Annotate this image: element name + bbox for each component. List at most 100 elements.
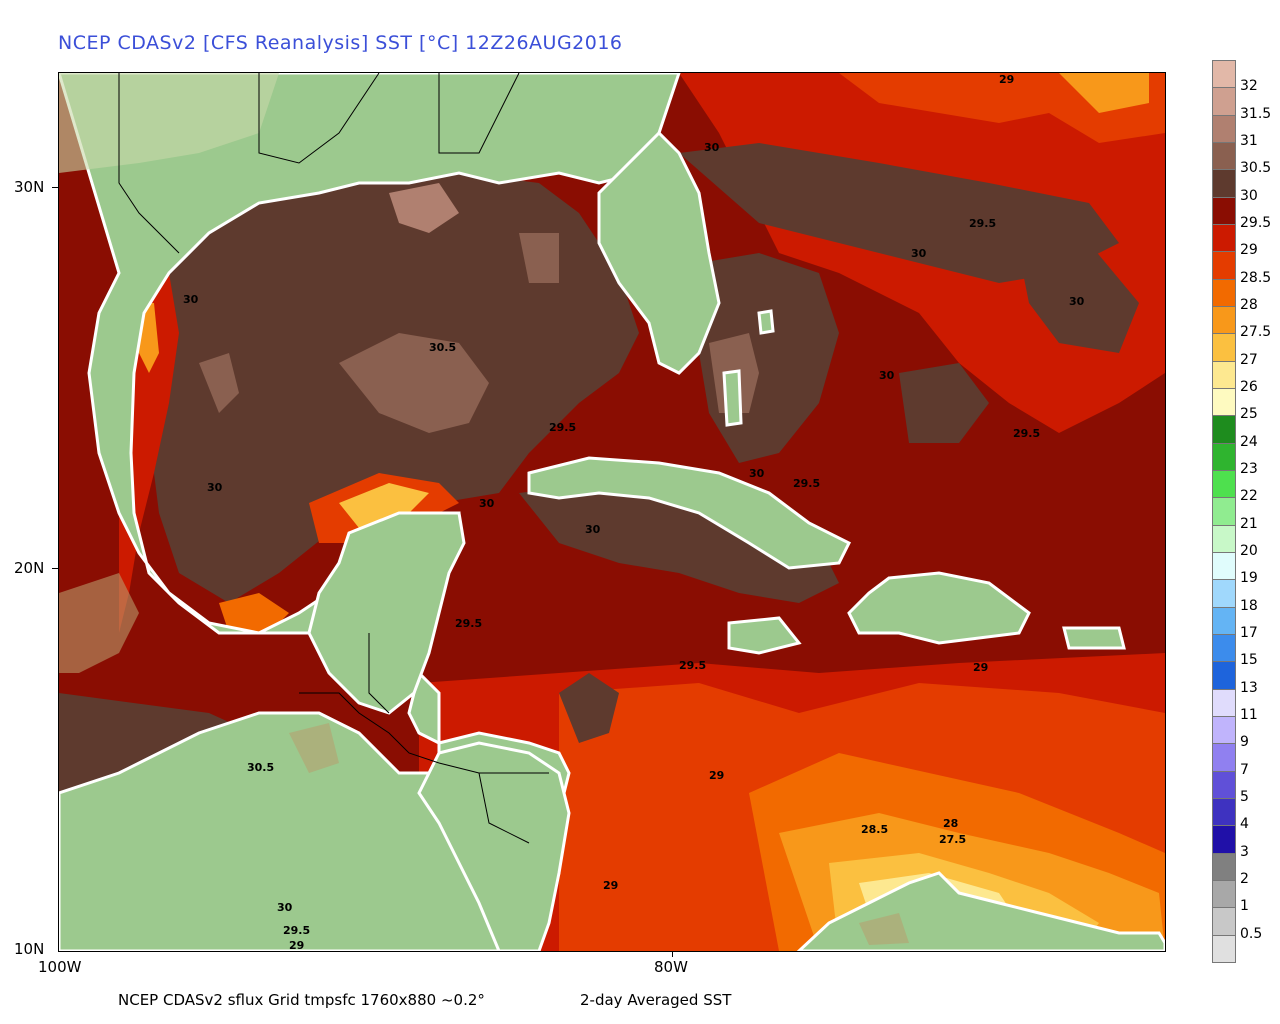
colorbar-label: 5 <box>1240 789 1249 805</box>
colorbar-label: 30 <box>1240 187 1258 204</box>
contour-label: 30 <box>277 901 293 914</box>
colorbar-swatch <box>1212 907 1236 936</box>
sst-band-30-atlantic-east <box>1019 243 1139 353</box>
x-axis-label-100w: 100W <box>38 958 82 976</box>
y-axis-label-10n: 10N <box>14 940 45 958</box>
sst-band-30-5-gulf-east <box>519 233 559 283</box>
sst-map-canvas: 29 30 29.5 30 30 30 30.5 30 29.5 29.5 30… <box>59 73 1165 951</box>
colorbar-swatch <box>1212 634 1236 663</box>
highlands-mexico <box>59 573 139 673</box>
colorbar <box>1212 60 1236 963</box>
contour-label: 29.5 <box>549 421 576 434</box>
colorbar-label: 19 <box>1240 570 1258 587</box>
colorbar-swatch <box>1212 224 1236 253</box>
colorbar-swatch <box>1212 716 1236 745</box>
contour-label: 30.5 <box>247 761 274 774</box>
colorbar-label: 27.5 <box>1240 324 1272 341</box>
land-cuba <box>527 456 852 570</box>
colorbar-swatch <box>1212 688 1236 717</box>
colorbar-label: 24 <box>1240 433 1258 450</box>
colorbar-label: 23 <box>1240 461 1258 477</box>
contour-label: 28.5 <box>861 823 888 836</box>
colorbar-label: 30.5 <box>1240 160 1272 177</box>
contour-label: 29.5 <box>283 924 310 937</box>
colorbar-swatch <box>1212 934 1236 963</box>
colorbar-label: 20 <box>1240 543 1258 559</box>
sst-band-30-caribbean-patch <box>559 673 619 743</box>
y-axis-label-30n: 30N <box>14 178 45 196</box>
colorbar-swatch <box>1212 388 1236 417</box>
colorbar-label: 18 <box>1240 597 1258 614</box>
highlands-guatemala <box>289 723 339 773</box>
colorbar-swatch <box>1212 360 1236 389</box>
colorbar-swatch <box>1212 579 1236 608</box>
colorbar-swatch <box>1212 743 1236 772</box>
contour-label: 28 <box>943 817 958 830</box>
sst-band-31-gulf-north <box>389 183 459 233</box>
colorbar-label: 15 <box>1240 652 1258 669</box>
colorbar-label: 21 <box>1240 515 1258 532</box>
sst-map: 29 30 29.5 30 30 30 30.5 30 29.5 29.5 30… <box>58 72 1166 952</box>
colorbar-label: 3 <box>1240 843 1249 860</box>
footer-note: 2-day Averaged SST <box>580 991 732 1009</box>
colorbar-label: 13 <box>1240 679 1258 696</box>
y-tick <box>52 187 58 188</box>
sst-band-30-5-gulf-west <box>199 353 239 413</box>
colorbar-label: 29 <box>1240 242 1258 259</box>
colorbar-label: 26 <box>1240 379 1258 395</box>
colorbar-label: 2 <box>1240 871 1249 887</box>
colorbar-swatch <box>1212 661 1236 690</box>
land-florida <box>597 130 721 375</box>
colorbar-swatch <box>1212 798 1236 827</box>
colorbar-swatch <box>1212 251 1236 280</box>
contour-label: 30.5 <box>429 341 456 354</box>
colorbar-label: 17 <box>1240 625 1258 641</box>
contour-labels: 29 30 29.5 30 30 30 30.5 30 29.5 29.5 30… <box>183 73 1085 951</box>
contour-label: 29.5 <box>455 617 482 630</box>
y-axis-label-20n: 20N <box>14 559 45 577</box>
contour-label: 29 <box>289 939 304 951</box>
colorbar-label: 0.5 <box>1240 925 1263 942</box>
colorbar-label: 7 <box>1240 761 1249 778</box>
land-central-america-south <box>417 741 571 951</box>
map-title: NCEP CDASv2 [CFS Reanalysis] SST [°C] 12… <box>58 32 623 54</box>
land-bahamas-2 <box>722 369 743 427</box>
colorbar-swatch <box>1212 142 1236 171</box>
colorbar-swatch <box>1212 196 1236 225</box>
political-borders <box>118 73 549 844</box>
colorbar-label: 31 <box>1240 133 1258 149</box>
contour-label: 29 <box>973 661 988 674</box>
colorbar-label: 27 <box>1240 351 1258 368</box>
colorbar-swatch <box>1212 606 1236 635</box>
colorbar-swatch <box>1212 880 1236 909</box>
contour-label: 30 <box>183 293 199 306</box>
colorbar-label: 28 <box>1240 297 1258 313</box>
colorbar-swatch <box>1212 278 1236 307</box>
sst-band-27-5-yucatan <box>339 483 429 528</box>
contour-label: 30 <box>879 369 895 382</box>
contour-label: 30 <box>1069 295 1085 308</box>
sst-band-28-north <box>1059 73 1149 113</box>
contour-label: 30 <box>749 467 765 480</box>
x-axis-label-80w: 80W <box>654 958 688 976</box>
colorbar-label: 32 <box>1240 78 1258 95</box>
colorbar-swatch <box>1212 524 1236 553</box>
land-bahamas-1 <box>757 309 775 335</box>
contour-label: 29 <box>603 879 618 892</box>
colorbar-swatch <box>1212 306 1236 335</box>
contour-label: 30 <box>704 141 720 154</box>
lowlands-texas <box>59 73 279 173</box>
sst-band-30-atlantic-patch <box>899 363 989 443</box>
footer-source: NCEP CDASv2 sflux Grid tmpsfc 1760x880 ~… <box>118 991 485 1009</box>
colorbar-swatch <box>1212 497 1236 526</box>
land-puerto-rico <box>1062 626 1126 650</box>
land-masses <box>59 73 1165 951</box>
contour-label: 29 <box>709 769 724 782</box>
colorbar-label: 28.5 <box>1240 269 1272 286</box>
colorbar-label: 25 <box>1240 406 1258 423</box>
colorbar-label: 11 <box>1240 707 1258 723</box>
colorbar-label: 1 <box>1240 898 1249 915</box>
colorbar-swatch <box>1212 825 1236 854</box>
colorbar-label: 29.5 <box>1240 215 1272 231</box>
sst-band-30-atlantic-north <box>679 143 1119 283</box>
